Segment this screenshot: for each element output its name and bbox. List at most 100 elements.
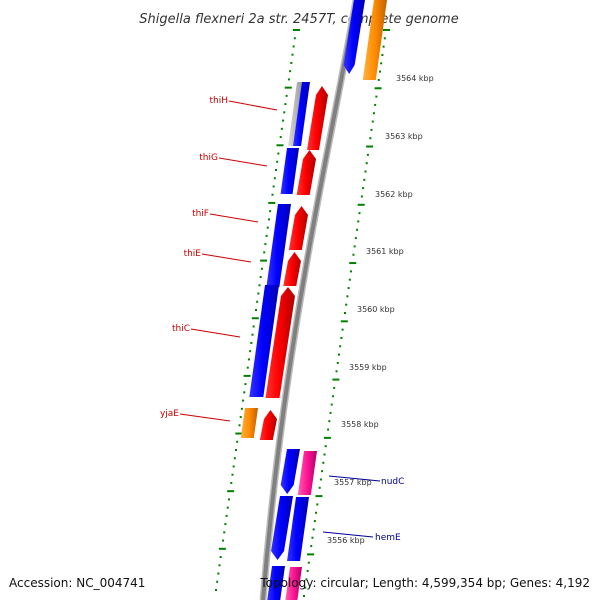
ruler-tick — [383, 37, 386, 40]
kbp-tick-label: 3560 kbp — [357, 305, 395, 314]
ruler-tick — [290, 61, 293, 64]
ruler-tick — [375, 95, 378, 98]
ruler-tick — [265, 234, 268, 237]
ruler-tick — [255, 309, 257, 311]
ruler-tick — [345, 303, 348, 306]
ruler-tick — [239, 416, 242, 419]
gene-label-thie[interactable]: thiE — [184, 249, 202, 259]
gene-arrow — [285, 567, 302, 600]
ruler-tick — [382, 45, 385, 48]
ruler-tick — [227, 490, 235, 493]
gene-label-yjae[interactable]: yjaE — [160, 409, 179, 419]
gene-label-heme[interactable]: hemE — [375, 533, 401, 543]
ruler-tick — [277, 152, 280, 155]
ruler-tick — [282, 119, 285, 122]
ruler-tick — [316, 503, 319, 506]
ruler-tick — [310, 545, 313, 548]
ruler-tick — [366, 145, 374, 148]
kbp-tick-label: 3559 kbp — [349, 363, 387, 372]
ruler-tick — [374, 103, 377, 106]
ruler-tick — [313, 520, 316, 523]
gene-arrow — [265, 287, 295, 398]
ruler-tick — [365, 162, 368, 165]
gene-label-thig[interactable]: thiG — [199, 153, 218, 163]
gene-features — [240, 0, 387, 600]
ruler-tick — [247, 358, 250, 361]
ruler-tick — [292, 45, 295, 48]
ruler-tick — [329, 411, 332, 414]
ruler-tick — [276, 160, 279, 163]
ruler-tick — [283, 111, 286, 114]
gene-arrow — [297, 451, 317, 495]
ruler-tick — [347, 287, 350, 290]
gene-label-thih[interactable]: thiH — [209, 96, 228, 106]
ruler-tick — [225, 514, 228, 517]
gene-arrow — [267, 566, 285, 600]
gene-arrow — [307, 86, 328, 150]
ruler-tick — [272, 185, 275, 188]
ruler-tick — [352, 253, 355, 256]
gene-label-thic[interactable]: thiC — [172, 324, 190, 334]
ruler-tick — [242, 399, 245, 402]
gene-label-nudc[interactable]: nudC — [381, 477, 404, 487]
kbp-tick-label: 3558 kbp — [341, 420, 379, 429]
ruler-tick — [333, 386, 336, 389]
ruler-tick — [364, 170, 367, 173]
ruler-tick — [311, 536, 314, 539]
ruler-tick — [319, 478, 322, 481]
gene-arrow — [271, 496, 293, 560]
topology-text: Topology: circular; Length: 4,599,354 bp… — [260, 576, 590, 590]
gene-arrow — [343, 0, 365, 74]
ruler-tick — [349, 262, 357, 265]
ruler-tick — [250, 341, 253, 344]
ruler-tick — [287, 78, 290, 81]
kbp-tick-label: 3557 kbp — [334, 478, 372, 487]
ruler-tick — [275, 169, 277, 171]
ruler-tick — [217, 572, 220, 575]
genome-backbone — [259, 0, 360, 600]
kbp-tick-label: 3562 kbp — [375, 190, 413, 199]
ruler-tick — [377, 78, 380, 81]
ruler-tick — [366, 153, 369, 156]
ruler-tick — [327, 428, 330, 431]
gene-arrow — [362, 0, 387, 80]
ruler-tick — [328, 420, 331, 423]
ruler-tick — [293, 37, 296, 40]
ruler-tick — [249, 350, 252, 353]
ruler-tick — [381, 53, 384, 56]
ruler-tick — [324, 445, 327, 448]
kbp-tick-label: 3564 kbp — [396, 74, 434, 83]
ruler-tick — [305, 578, 308, 581]
ruler-tick — [330, 403, 333, 406]
ruler-tick — [264, 243, 267, 246]
ruler-tick — [257, 292, 260, 295]
ruler-tick — [340, 320, 348, 323]
ruler-tick — [321, 470, 324, 473]
map-title: Shigella flexneri 2a str. 2457T, complet… — [139, 12, 458, 27]
gene-label-thif[interactable]: thiF — [192, 209, 209, 219]
ruler-tick — [323, 436, 331, 439]
ruler-tick — [370, 128, 373, 131]
ruler-tick — [216, 580, 219, 583]
ruler-tick — [353, 245, 356, 248]
ruler-tick — [218, 564, 221, 567]
gene-arrow — [288, 206, 308, 250]
gene-arrow — [266, 204, 291, 287]
ruler-tick — [354, 237, 357, 240]
ruler-tick — [357, 203, 365, 206]
ruler-tick — [289, 70, 292, 73]
gene-arrow — [287, 497, 309, 561]
gene-arrow — [280, 449, 300, 494]
ruler-tick — [223, 531, 226, 534]
ruler-tick — [285, 94, 288, 97]
ruler-tick — [293, 29, 300, 31]
ruler-tick — [252, 325, 255, 328]
ruler-tick — [280, 127, 283, 130]
ruler-tick — [258, 284, 261, 287]
ruler-tick — [244, 383, 247, 386]
ruler-tick — [224, 523, 227, 526]
gene-arrow — [296, 150, 316, 195]
ruler-tick — [374, 87, 382, 90]
ruler-tick — [243, 391, 246, 394]
